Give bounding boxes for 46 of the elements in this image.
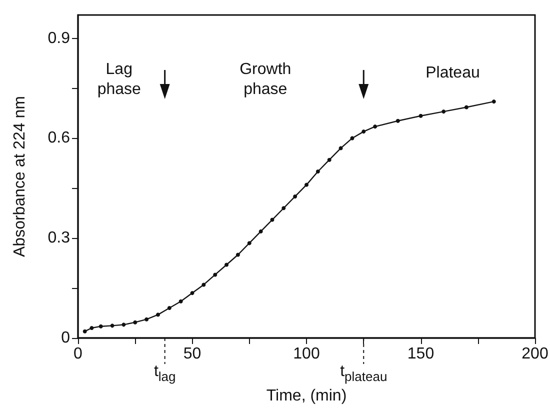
point — [90, 326, 94, 330]
point — [213, 272, 218, 277]
point — [122, 322, 126, 327]
point — [258, 229, 263, 234]
point — [82, 329, 87, 334]
point — [236, 252, 240, 257]
x-tick-label: 50 — [183, 346, 202, 362]
y-tick-label: 0 — [61, 330, 70, 346]
point — [178, 299, 183, 304]
point — [270, 218, 274, 222]
point — [133, 320, 138, 324]
x-tick-label: 150 — [407, 346, 434, 362]
y-tick-label: 0.9 — [48, 30, 70, 47]
point — [282, 206, 286, 210]
y-tick-label: 0.3 — [48, 230, 70, 247]
point — [338, 146, 343, 150]
point — [98, 324, 103, 328]
annotation: Growth phase — [240, 61, 292, 98]
x-tick-label: 0 — [74, 346, 83, 362]
point — [464, 105, 468, 110]
y-axis-title: Absorbance at 224 nm — [12, 96, 28, 257]
point — [418, 114, 423, 118]
x-tick-label: 200 — [522, 346, 548, 362]
point — [247, 241, 252, 246]
point — [202, 282, 206, 287]
point — [350, 136, 354, 140]
point — [167, 306, 172, 310]
annotation: Lag phase — [97, 61, 142, 98]
point — [156, 312, 160, 317]
point — [492, 100, 496, 104]
point — [144, 317, 149, 322]
annotation: Plateau — [426, 64, 480, 82]
point — [316, 170, 320, 174]
point — [442, 110, 446, 114]
point — [190, 291, 194, 296]
point — [224, 262, 229, 267]
x-tick-label: 100 — [293, 346, 320, 362]
point — [293, 194, 298, 198]
point — [362, 130, 366, 134]
x-axis-title: Time, (min) — [266, 388, 347, 404]
y-tick-label: 0.6 — [48, 130, 70, 147]
point — [304, 182, 308, 187]
point — [327, 158, 332, 162]
point — [110, 324, 114, 328]
point — [396, 118, 400, 123]
point — [373, 124, 378, 129]
